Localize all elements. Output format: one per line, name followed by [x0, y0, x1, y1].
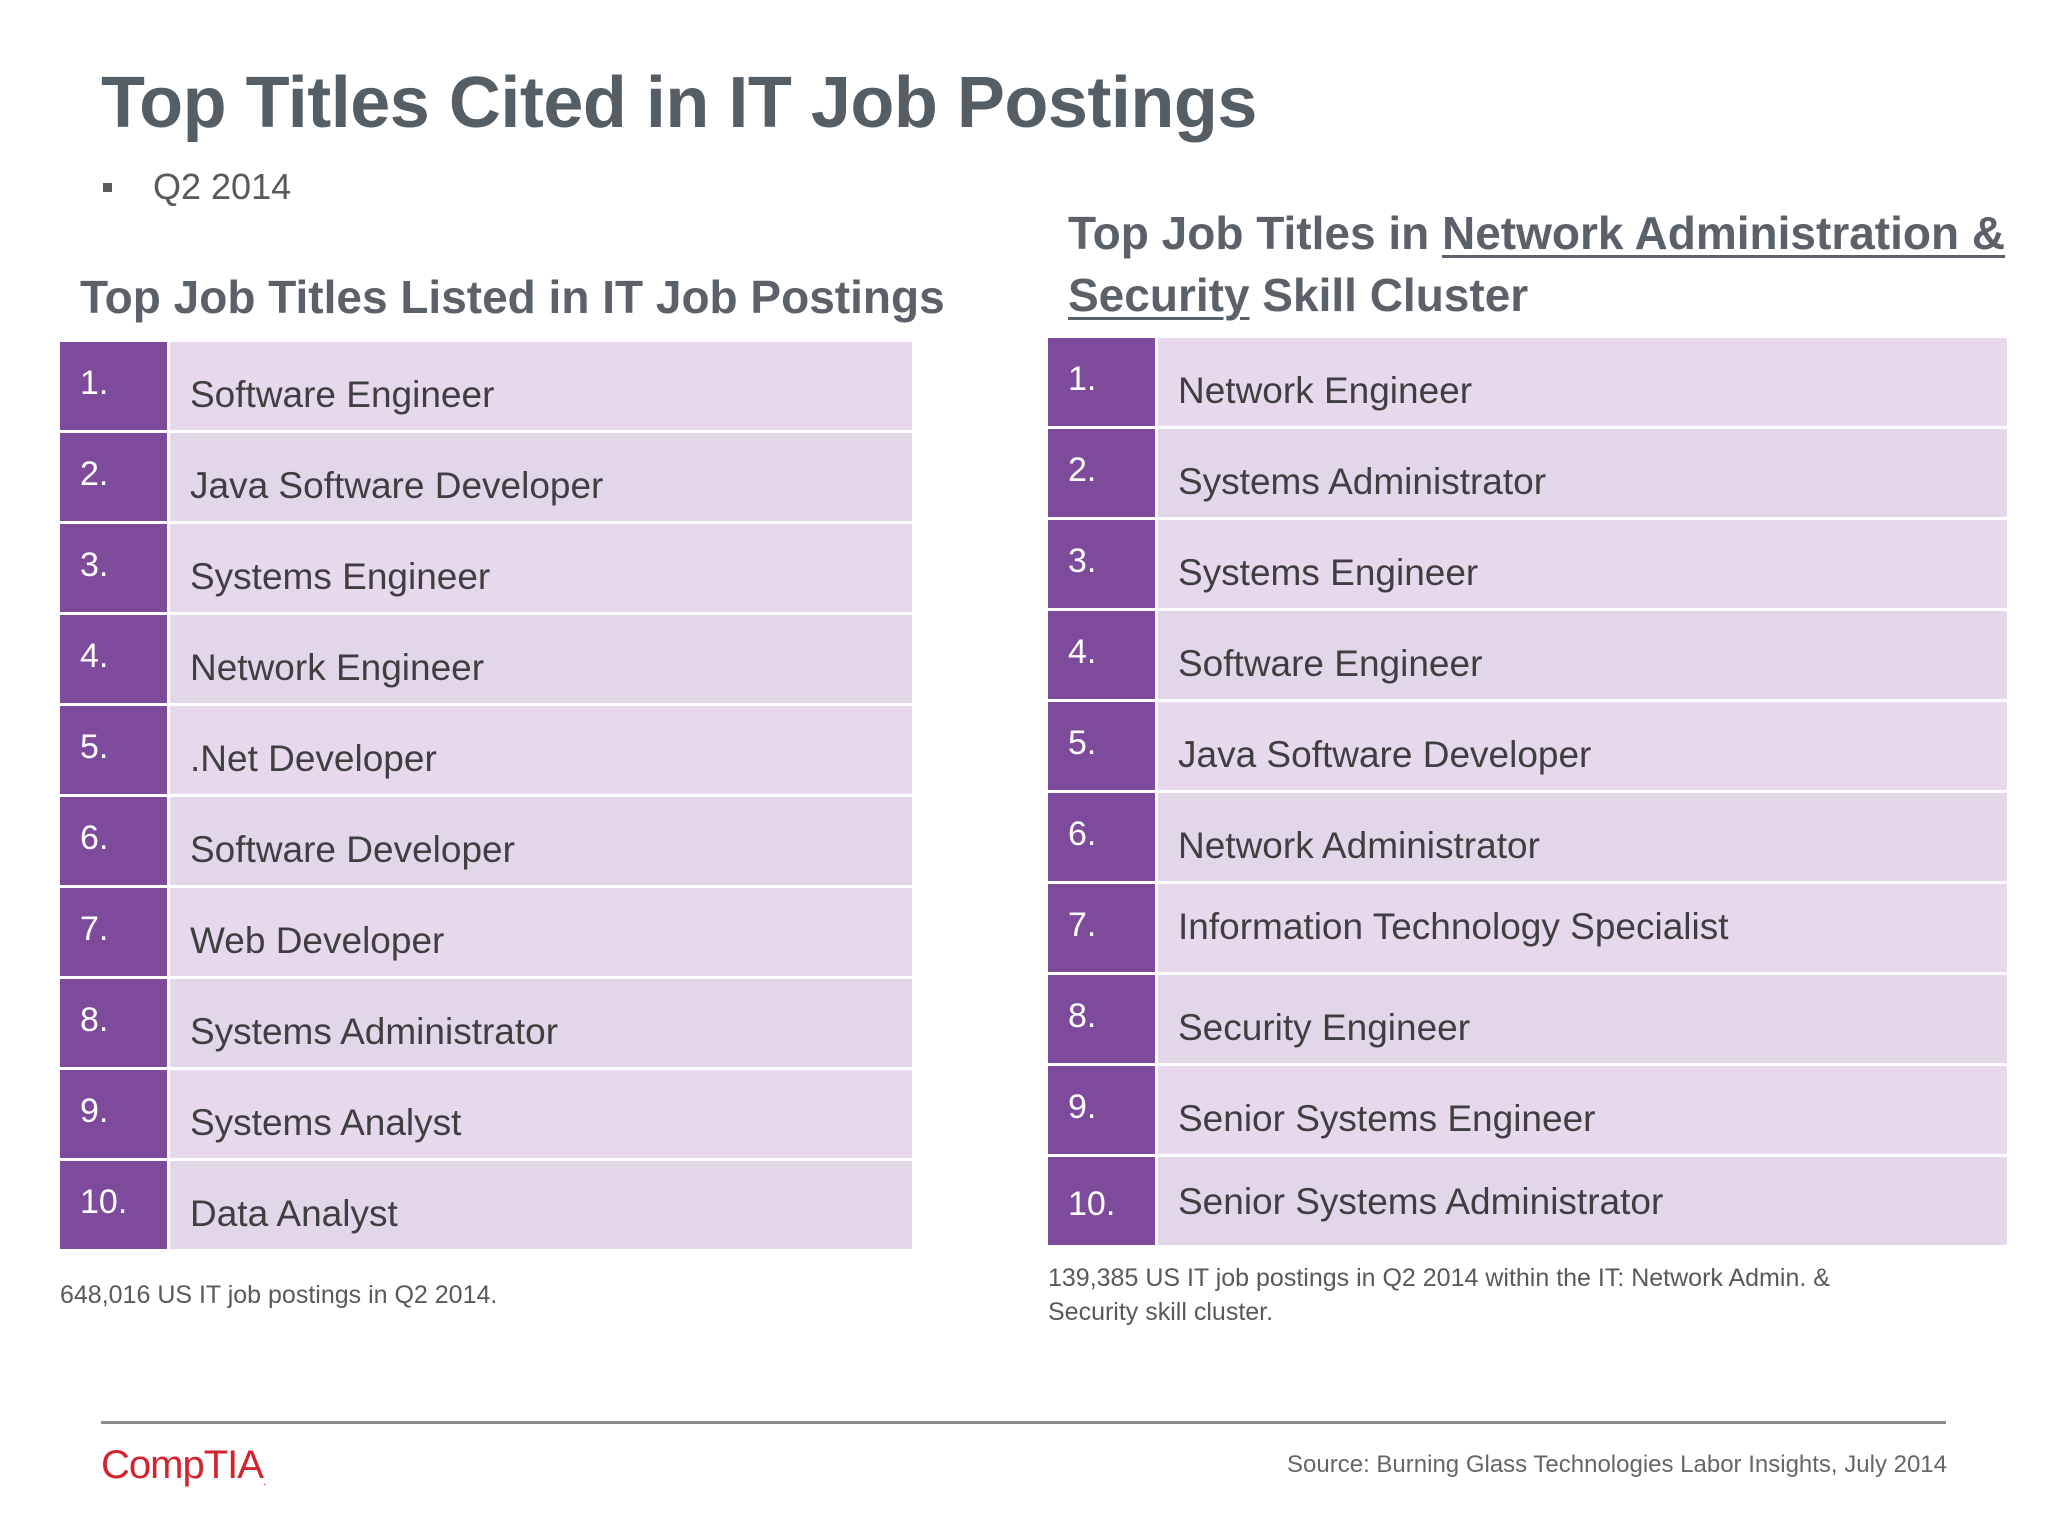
right-postings-note: 139,385 US IT job postings in Q2 2014 wi… — [1048, 1261, 1830, 1329]
footer-divider — [101, 1421, 1946, 1424]
job-title: Systems Administrator — [170, 979, 912, 1067]
rank-number: 1. — [60, 342, 167, 430]
table-row: 8. Security Engineer — [1048, 975, 2007, 1063]
logo-text: CompTIA — [101, 1443, 264, 1487]
table-row: 7. Web Developer — [60, 888, 912, 976]
rank-number: 9. — [1048, 1066, 1155, 1154]
left-ranking-table: 1. Software Engineer 2. Java Software Deve… — [60, 342, 912, 1249]
job-title: Systems Engineer — [1158, 520, 2007, 608]
job-title: Systems Engineer — [170, 524, 912, 612]
job-title: Network Administrator — [1158, 793, 2007, 881]
table-row: 10. Data Analyst — [60, 1161, 912, 1249]
rank-number: 4. — [60, 615, 167, 703]
bullet-icon — [103, 182, 112, 192]
rank-number: 6. — [1048, 793, 1155, 881]
table-row: 10. Senior Systems Administrator — [1048, 1157, 2007, 1245]
rank-number: 10. — [1048, 1157, 1155, 1245]
rank-number: 7. — [60, 888, 167, 976]
rank-number: 1. — [1048, 338, 1155, 426]
job-title: Network Engineer — [170, 615, 912, 703]
rank-number: 5. — [60, 706, 167, 794]
rank-number: 9. — [60, 1070, 167, 1158]
table-row: 6. Network Administrator — [1048, 793, 2007, 881]
heading-text: Top Job Titles in — [1068, 207, 1442, 259]
rank-number: 2. — [1048, 429, 1155, 517]
table-row: 7. Information Technology Specialist — [1048, 884, 2007, 972]
table-row: 4. Software Engineer — [1048, 611, 2007, 699]
table-row: 9. Systems Analyst — [60, 1070, 912, 1158]
job-title: Java Software Developer — [170, 433, 912, 521]
job-title: Software Engineer — [170, 342, 912, 430]
job-title: .Net Developer — [170, 706, 912, 794]
job-title: Senior Systems Engineer — [1158, 1066, 2007, 1154]
period-label: Q2 2014 — [153, 166, 292, 207]
job-title: Software Developer — [170, 797, 912, 885]
page-title: Top Titles Cited in IT Job Postings — [101, 63, 1257, 143]
table-row: 4. Network Engineer — [60, 615, 912, 703]
table-row: 5. Java Software Developer — [1048, 702, 2007, 790]
table-row: 8. Systems Administrator — [60, 979, 912, 1067]
rank-number: 3. — [60, 524, 167, 612]
job-title: Network Engineer — [1158, 338, 2007, 426]
heading-link-network-administration: Network Administration & — [1441, 207, 2006, 259]
job-title: Systems Analyst — [170, 1070, 912, 1158]
job-title: Senior Systems Administrator — [1158, 1157, 2007, 1245]
rank-number: 2. — [60, 433, 167, 521]
logo-mark: . — [262, 1474, 267, 1488]
heading-text: Skill Cluster — [1249, 269, 1529, 321]
rank-number: 6. — [60, 797, 167, 885]
table-row: 2. Systems Administrator — [1048, 429, 2007, 517]
table-row: 2. Java Software Developer — [60, 433, 912, 521]
table-row: 3. Systems Engineer — [1048, 520, 2007, 608]
rank-number: 7. — [1048, 884, 1155, 972]
rank-number: 8. — [60, 979, 167, 1067]
comptia-logo: CompTIA. — [101, 1443, 267, 1488]
table-row: 6. Software Developer — [60, 797, 912, 885]
rank-number: 5. — [1048, 702, 1155, 790]
table-row: 9. Senior Systems Engineer — [1048, 1066, 2007, 1154]
left-panel-heading: Top Job Titles Listed in IT Job Postings — [80, 271, 945, 323]
rank-number: 4. — [1048, 611, 1155, 699]
rank-number: 3. — [1048, 520, 1155, 608]
table-row: 3. Systems Engineer — [60, 524, 912, 612]
source-citation: Source: Burning Glass Technologies Labor… — [1287, 1451, 1947, 1478]
note-line: Security skill cluster. — [1048, 1298, 1274, 1326]
job-title: Web Developer — [170, 888, 912, 976]
rank-number: 10. — [60, 1161, 167, 1249]
right-panel-heading: Top Job Titles in Network Administration… — [1068, 202, 2005, 326]
period-bullet: Q2 2014 — [103, 166, 291, 208]
right-ranking-table: 1. Network Engineer 2. Systems Administrat… — [1048, 338, 2007, 1245]
job-title: Systems Administrator — [1158, 429, 2007, 517]
left-postings-note: 648,016 US IT job postings in Q2 2014. — [60, 1281, 498, 1309]
job-title: Java Software Developer — [1158, 702, 2007, 790]
job-title: Information Technology Specialist — [1158, 884, 2007, 972]
job-title: Security Engineer — [1158, 975, 2007, 1063]
table-row: 1. Network Engineer — [1048, 338, 2007, 426]
table-row: 5. .Net Developer — [60, 706, 912, 794]
rank-number: 8. — [1048, 975, 1155, 1063]
heading-link-security: Security — [1068, 269, 1250, 321]
note-line: 139,385 US IT job postings in Q2 2014 wi… — [1048, 1264, 1830, 1292]
table-row: 1. Software Engineer — [60, 342, 912, 430]
job-title: Data Analyst — [170, 1161, 912, 1249]
job-title: Software Engineer — [1158, 611, 2007, 699]
